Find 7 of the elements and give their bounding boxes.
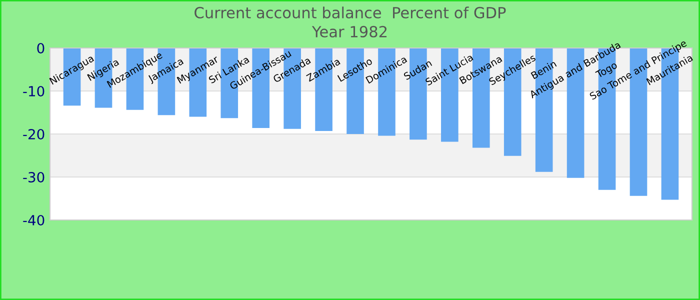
y-tick-label: -20 <box>23 128 44 140</box>
y-tick-label: -10 <box>23 86 44 96</box>
chart-title: Current account balance Percent of GDP <box>194 6 506 18</box>
chart-subtitle: Year 1982 <box>312 26 387 38</box>
y-tick-label: 0 <box>37 42 44 54</box>
y-tick-label: -40 <box>23 214 44 226</box>
y-tick-label: -30 <box>23 172 44 182</box>
